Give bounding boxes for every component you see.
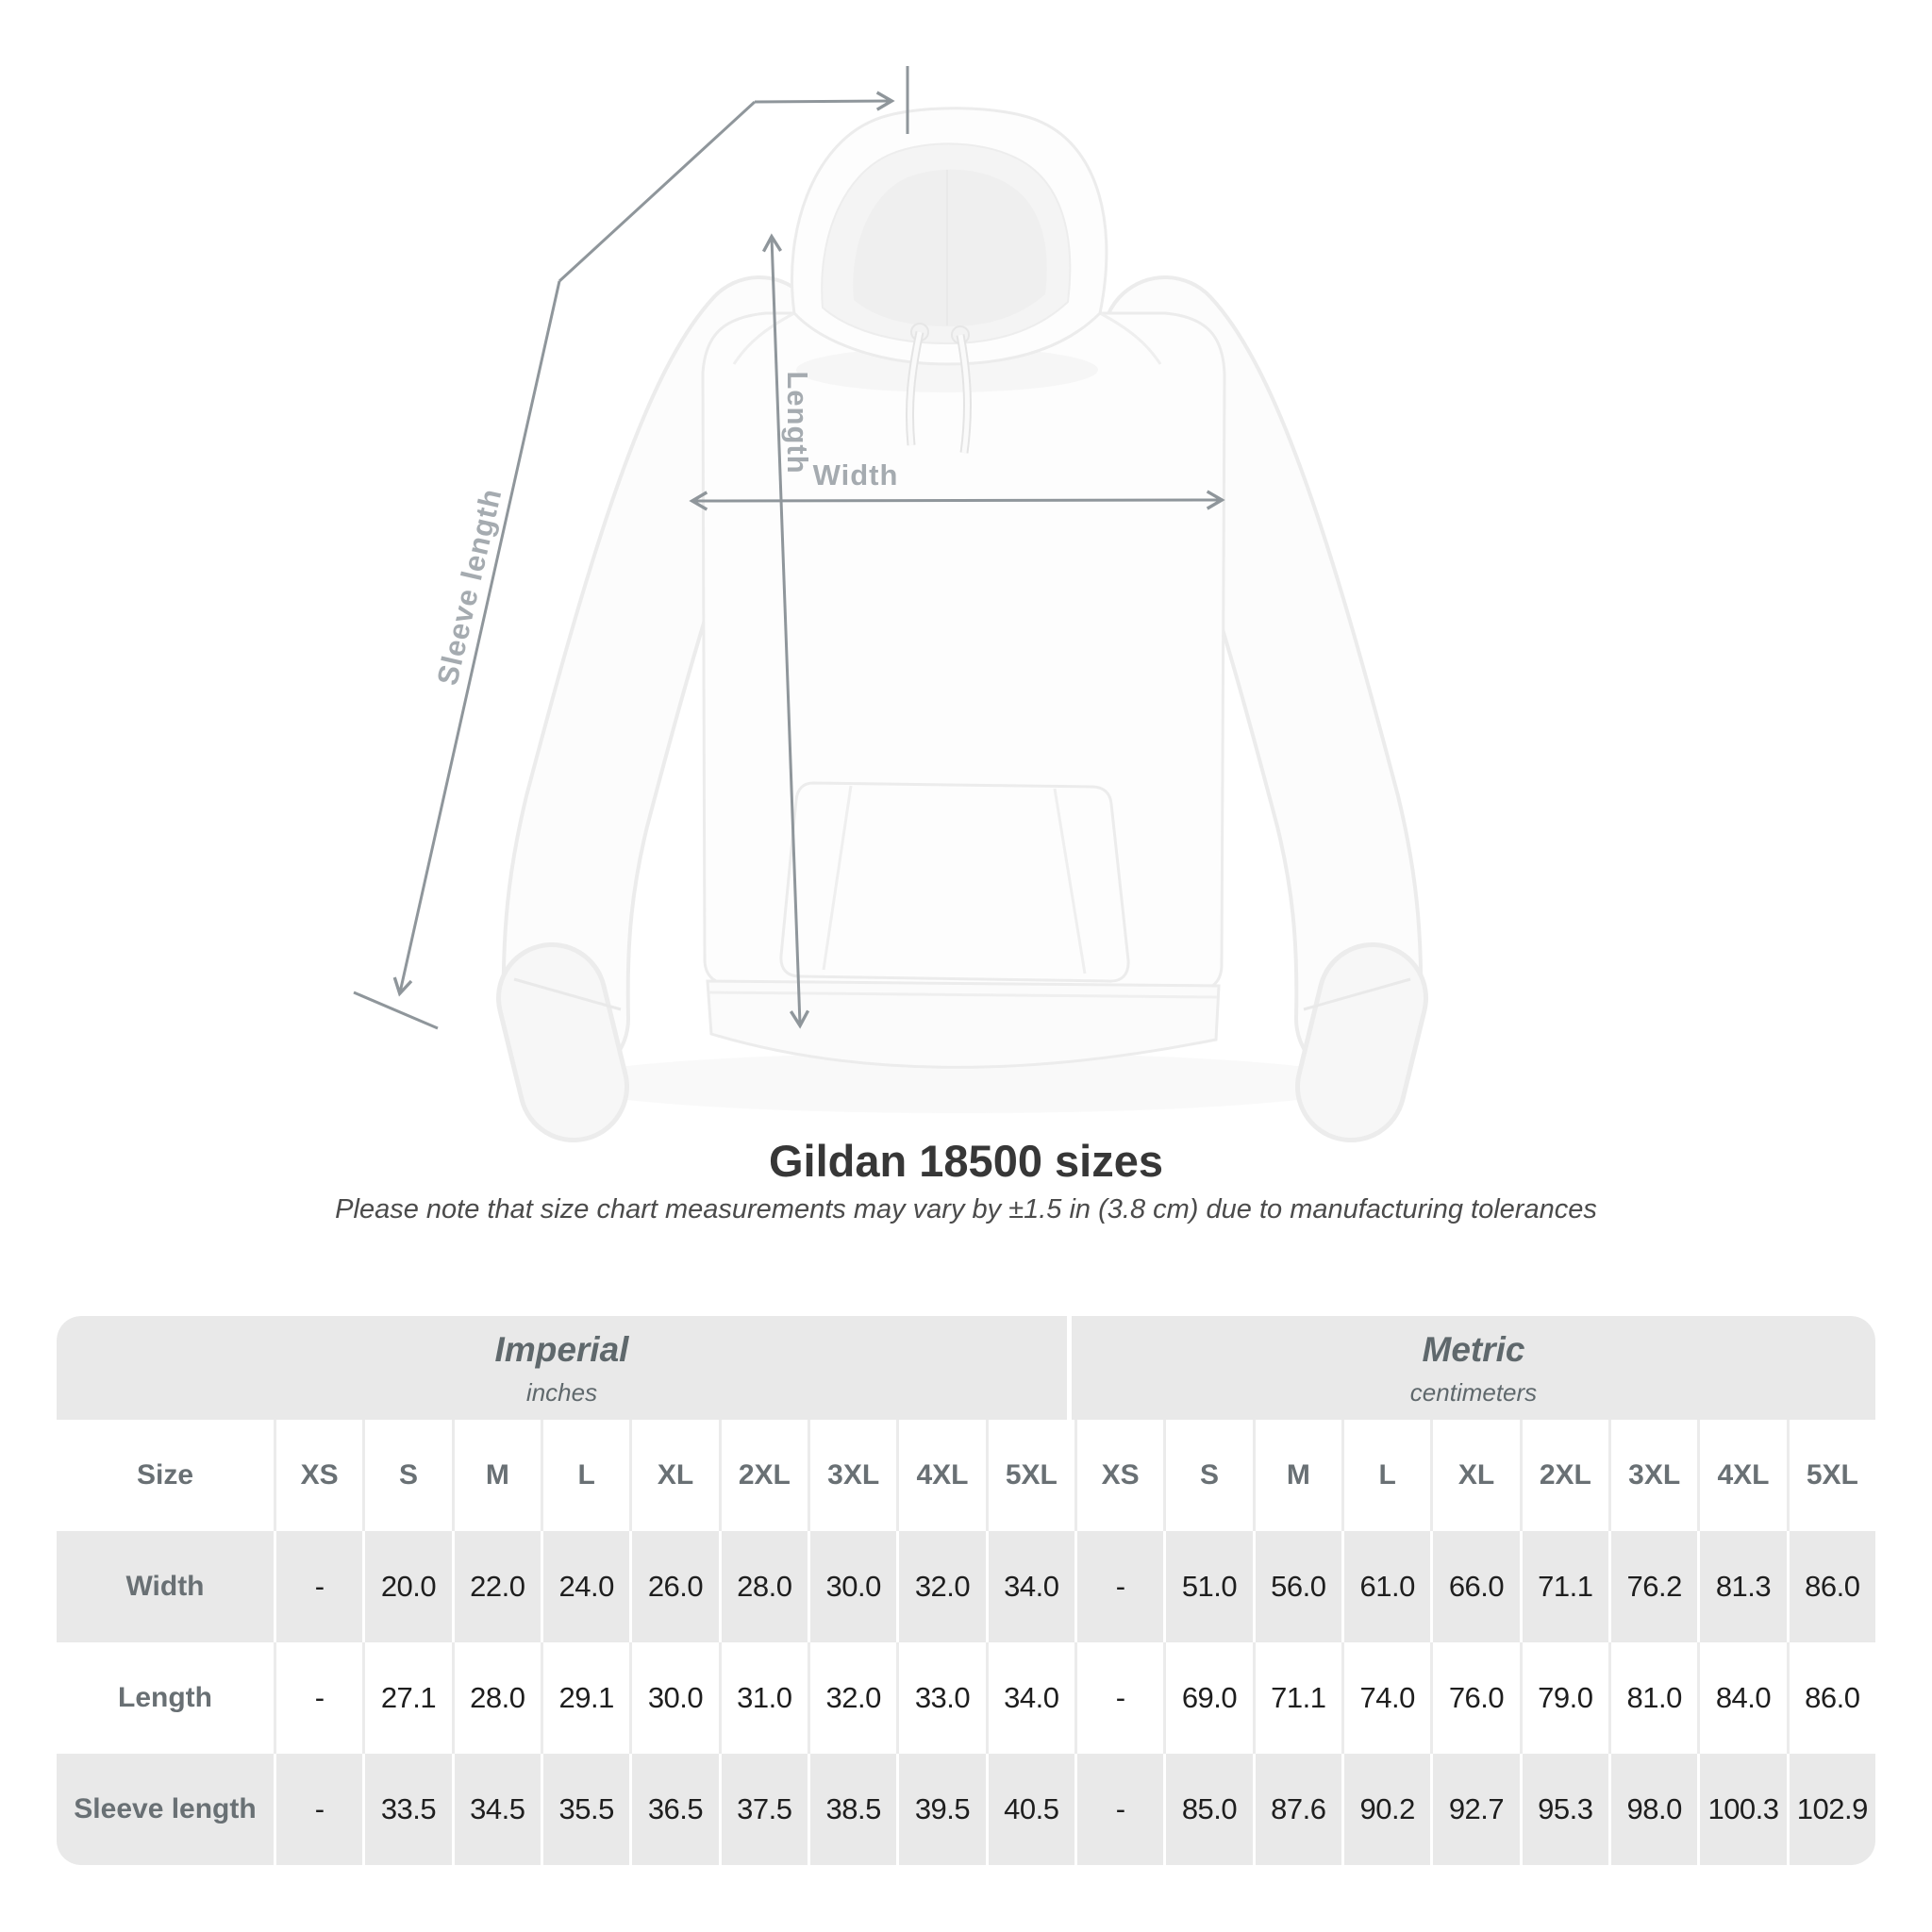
length-imperial-M: 28.0 [451, 1642, 541, 1754]
sleeve-length-imperial-XL: 36.5 [629, 1754, 719, 1865]
length-arrow [761, 233, 810, 1029]
length-metric-XL: 76.0 [1430, 1642, 1520, 1754]
header-imperial-XL: XL [629, 1420, 719, 1531]
width-imperial-3XL: 30.0 [808, 1531, 897, 1642]
metric-section-header: Metric centimeters [1072, 1316, 1875, 1420]
size-column-header: Size [57, 1420, 274, 1531]
header-imperial-L: L [541, 1420, 630, 1531]
sleeve-length-metric-XL: 92.7 [1430, 1754, 1520, 1865]
width-arrow [689, 490, 1225, 511]
header-metric-4XL: 4XL [1697, 1420, 1787, 1531]
header-metric-M: M [1252, 1420, 1341, 1531]
sleeve-length-metric-5XL: 102.9 [1786, 1754, 1875, 1865]
width-metric-L: 61.0 [1341, 1531, 1431, 1642]
length-metric-XS: - [1074, 1642, 1164, 1754]
size-chart-table: Imperial inches Metric centimeters Size X… [57, 1316, 1875, 1865]
tolerance-note: Please note that size chart measurements… [335, 1194, 1597, 1224]
imperial-section-header: Imperial inches [57, 1316, 1067, 1420]
header-metric-S: S [1163, 1420, 1253, 1531]
size-chart-grid: Size XS S M L XL 2XL 3XL 4XL 5XL XS S M L XL 2XL 3XL 4XL 5… [57, 1420, 1875, 1865]
width-imperial-XL: 26.0 [629, 1531, 719, 1642]
width-metric-XS: - [1074, 1531, 1164, 1642]
sleeve-length-metric-S: 85.0 [1163, 1754, 1253, 1865]
length-metric-5XL: 86.0 [1786, 1642, 1875, 1754]
sleeve-length-imperial-5XL: 40.5 [985, 1754, 1074, 1865]
sleeve-length-imperial-S: 33.5 [362, 1754, 452, 1865]
length-imperial-S: 27.1 [362, 1642, 452, 1754]
header-imperial-3XL: 3XL [808, 1420, 897, 1531]
header-metric-3XL: 3XL [1608, 1420, 1698, 1531]
width-imperial-2XL: 28.0 [718, 1531, 808, 1642]
hoodie-pocket [779, 781, 1130, 983]
header-metric-5XL: 5XL [1786, 1420, 1875, 1531]
hoodie-hood [791, 107, 1108, 454]
sleeve-length-metric-XS: - [1074, 1754, 1164, 1865]
length-imperial-3XL: 32.0 [808, 1642, 897, 1754]
sleeve-length-imperial-M: 34.5 [451, 1754, 541, 1865]
width-imperial-XS: - [274, 1531, 363, 1642]
header-imperial-4XL: 4XL [896, 1420, 986, 1531]
sleeve-length-metric-L: 90.2 [1341, 1754, 1431, 1865]
width-metric-2XL: 71.1 [1519, 1531, 1608, 1642]
width-metric-XL: 66.0 [1430, 1531, 1520, 1642]
width-imperial-5XL: 34.0 [985, 1531, 1074, 1642]
width-metric-3XL: 76.2 [1608, 1531, 1698, 1642]
sleeve-length-metric-2XL: 95.3 [1519, 1754, 1608, 1865]
width-metric-S: 51.0 [1163, 1531, 1253, 1642]
length-metric-2XL: 79.0 [1519, 1642, 1608, 1754]
length-imperial-XL: 30.0 [629, 1642, 719, 1754]
length-metric-M: 71.1 [1252, 1642, 1341, 1754]
width-imperial-4XL: 32.0 [896, 1531, 986, 1642]
width-imperial-S: 20.0 [362, 1531, 452, 1642]
sleeve-length-imperial-4XL: 39.5 [896, 1754, 986, 1865]
page-title: Gildan 18500 sizes [768, 1136, 1164, 1186]
header-imperial-S: S [362, 1420, 452, 1531]
unit-section-bands: Imperial inches Metric centimeters [57, 1316, 1875, 1420]
row-label-width: Width [57, 1531, 274, 1642]
header-metric-XL: XL [1430, 1420, 1520, 1531]
width-metric-5XL: 86.0 [1786, 1531, 1875, 1642]
sleeve-length-imperial-XS: - [274, 1754, 363, 1865]
metric-section-title: Metric [1422, 1329, 1525, 1369]
length-imperial-2XL: 31.0 [718, 1642, 808, 1754]
header-metric-2XL: 2XL [1519, 1420, 1608, 1531]
hoodie-illustration [353, 66, 1428, 1142]
width-dimension-label: Width [812, 458, 899, 491]
length-metric-3XL: 81.0 [1608, 1642, 1698, 1754]
sleeve-length-imperial-2XL: 37.5 [718, 1754, 808, 1865]
row-label-length: Length [57, 1642, 274, 1754]
header-imperial-2XL: 2XL [718, 1420, 808, 1531]
length-metric-L: 74.0 [1341, 1642, 1431, 1754]
length-dimension-label: Length [781, 371, 814, 475]
length-imperial-XS: - [274, 1642, 363, 1754]
sleeve-length-imperial-3XL: 38.5 [808, 1754, 897, 1865]
width-metric-4XL: 81.3 [1697, 1531, 1787, 1642]
metric-section-unit: centimeters [1409, 1377, 1538, 1407]
hoodie-shadow [557, 1053, 1368, 1113]
sleeve-length-metric-M: 87.6 [1252, 1754, 1341, 1865]
header-imperial-M: M [451, 1420, 541, 1531]
row-label-sleeve-length: Sleeve length [57, 1754, 274, 1865]
length-imperial-L: 29.1 [541, 1642, 630, 1754]
width-imperial-L: 24.0 [541, 1531, 630, 1642]
length-metric-S: 69.0 [1163, 1642, 1253, 1754]
header-imperial-5XL: 5XL [985, 1420, 1074, 1531]
length-imperial-5XL: 34.0 [985, 1642, 1074, 1754]
width-metric-M: 56.0 [1252, 1531, 1341, 1642]
imperial-section-title: Imperial [494, 1329, 629, 1369]
header-metric-XS: XS [1074, 1420, 1164, 1531]
length-imperial-4XL: 33.0 [896, 1642, 986, 1754]
width-imperial-M: 22.0 [451, 1531, 541, 1642]
sleeve-length-imperial-L: 35.5 [541, 1754, 630, 1865]
sleeve-length-metric-4XL: 100.3 [1697, 1754, 1787, 1865]
imperial-section-unit: inches [525, 1377, 598, 1407]
sleeve-length-metric-3XL: 98.0 [1608, 1754, 1698, 1865]
header-metric-L: L [1341, 1420, 1431, 1531]
measurement-annotations [353, 66, 1225, 1030]
length-metric-4XL: 84.0 [1697, 1642, 1787, 1754]
sleeve-length-arrow [353, 66, 909, 1030]
header-imperial-XS: XS [274, 1420, 363, 1531]
